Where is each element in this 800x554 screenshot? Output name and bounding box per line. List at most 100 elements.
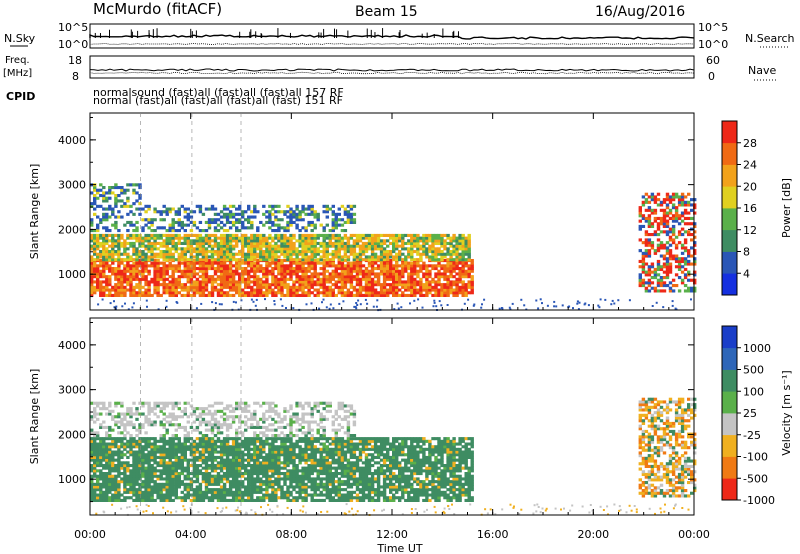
data-cell — [186, 272, 190, 276]
data-cell — [114, 215, 118, 219]
data-cell — [253, 490, 257, 494]
data-cell — [225, 461, 230, 465]
data-cell — [422, 252, 426, 256]
data-cell — [355, 280, 360, 284]
data-cell — [186, 277, 190, 281]
data-cell — [171, 288, 175, 292]
data-cell — [455, 288, 459, 292]
data-cell — [322, 239, 326, 243]
data-cell — [283, 474, 287, 478]
data-cell — [105, 233, 109, 237]
data-cell — [416, 283, 420, 287]
data-cell — [280, 264, 284, 268]
data-cell — [677, 203, 682, 207]
data-cell — [253, 498, 257, 502]
data-cell — [147, 236, 151, 240]
data-cell — [313, 215, 317, 219]
data-cell — [683, 257, 688, 261]
data-cell — [186, 285, 190, 289]
scatter-cell — [671, 300, 674, 303]
data-cell — [90, 293, 94, 297]
data-cell — [322, 264, 326, 268]
data-cell — [132, 288, 136, 292]
data-cell — [413, 233, 417, 237]
data-cell — [280, 218, 284, 222]
data-cell — [235, 264, 239, 268]
data-cell — [135, 445, 139, 449]
data-cell — [93, 264, 97, 268]
data-cell — [222, 453, 227, 457]
data-cell — [346, 264, 351, 268]
data-cell — [687, 278, 691, 282]
data-cell — [401, 293, 405, 297]
data-cell — [665, 206, 670, 210]
data-cell — [114, 496, 118, 500]
data-cell — [277, 474, 281, 478]
data-cell — [168, 275, 172, 279]
data-cell — [153, 239, 157, 243]
data-cell — [138, 464, 142, 468]
data-cell — [165, 210, 169, 214]
data-cell — [213, 488, 218, 492]
data-cell — [250, 291, 254, 295]
data-cell — [461, 285, 465, 289]
data-cell — [316, 233, 320, 237]
data-cell — [355, 288, 360, 292]
data-cell — [228, 267, 233, 271]
data-cell — [129, 485, 133, 489]
data-cell — [222, 498, 227, 502]
data-cell — [192, 272, 197, 276]
data-cell — [271, 269, 275, 273]
data-cell — [277, 277, 281, 281]
data-cell — [331, 226, 335, 230]
data-cell — [253, 442, 257, 446]
data-cell — [138, 488, 142, 492]
velocity-panel — [90, 397, 697, 516]
data-cell — [656, 192, 661, 196]
data-cell — [195, 472, 200, 476]
data-cell — [219, 220, 224, 224]
data-cell — [286, 464, 290, 468]
data-cell — [331, 229, 335, 233]
data-cell — [222, 252, 227, 256]
data-cell — [120, 215, 124, 219]
data-cell — [647, 243, 652, 247]
data-cell — [386, 288, 390, 292]
data-cell — [247, 293, 251, 297]
data-cell — [174, 469, 178, 473]
data-cell — [322, 255, 326, 259]
data-cell — [216, 472, 221, 476]
data-cell — [690, 222, 694, 226]
data-cell — [313, 223, 317, 227]
data-cell — [210, 464, 215, 468]
data-cell — [265, 239, 269, 243]
data-cell — [647, 273, 652, 277]
data-cell — [135, 466, 139, 470]
data-cell — [301, 437, 305, 441]
data-cell — [280, 453, 284, 457]
data-cell — [325, 280, 329, 284]
data-cell — [656, 243, 661, 247]
data-cell — [428, 288, 432, 292]
data-cell — [96, 204, 100, 208]
data-cell — [117, 277, 121, 281]
data-cell — [298, 215, 302, 219]
data-cell — [120, 472, 124, 476]
data-cell — [295, 464, 299, 468]
data-cell — [467, 283, 471, 287]
data-cell — [156, 447, 160, 451]
data-cell — [401, 241, 405, 245]
data-cell — [117, 488, 121, 492]
data-cell — [244, 272, 248, 276]
data-cell — [241, 450, 245, 454]
data-cell — [159, 272, 163, 276]
data-cell — [428, 291, 432, 295]
data-cell — [286, 264, 290, 268]
data-cell — [250, 241, 254, 245]
data-cell — [298, 488, 302, 492]
data-cell — [135, 442, 139, 446]
data-cell — [186, 258, 190, 262]
data-cell — [144, 496, 148, 500]
data-cell — [301, 455, 305, 459]
data-cell — [668, 216, 673, 220]
